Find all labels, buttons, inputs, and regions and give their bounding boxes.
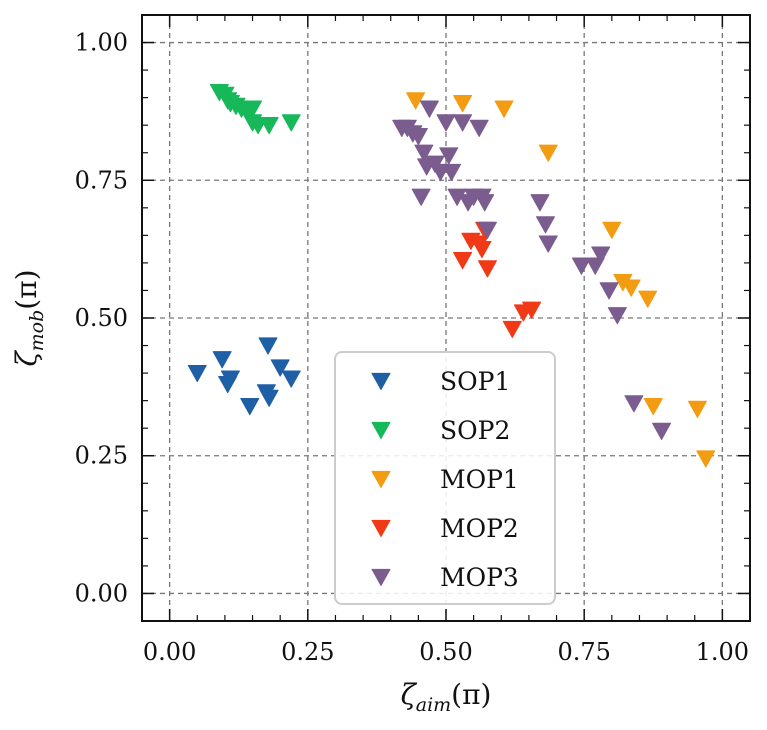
point-mop2	[472, 240, 492, 259]
point-mop3	[624, 395, 644, 413]
y-tick-labels: 0.00 0.25 0.50 0.75 1.00	[75, 29, 128, 608]
point-sop1	[212, 351, 232, 369]
point-sop1	[240, 397, 260, 416]
point-mop2	[522, 301, 542, 319]
point-sop2	[243, 100, 263, 118]
point-mop3	[599, 282, 619, 300]
point-mop1	[643, 397, 663, 416]
y-axis-label: ζmob(π)	[10, 269, 48, 366]
point-mop1	[494, 100, 514, 118]
y-tick-label: 1.00	[75, 29, 128, 57]
y-tick-label: 0.00	[75, 579, 128, 607]
legend-marker-sop2	[371, 421, 391, 440]
point-mop3	[411, 188, 431, 206]
legend-marker-mop3	[371, 568, 391, 587]
point-mop1	[696, 450, 716, 468]
point-mop1	[621, 279, 641, 297]
legend-label-mop2: MOP2	[440, 514, 519, 543]
point-mop1	[687, 400, 707, 418]
point-mop3	[469, 119, 489, 137]
point-sop1	[258, 337, 278, 355]
x-tick-label: 0.25	[281, 638, 334, 666]
point-mop3	[408, 128, 428, 146]
legend-label-sop1: SOP1	[440, 367, 510, 396]
x-tick-label: 0.50	[419, 638, 472, 666]
point-sop2	[259, 117, 279, 135]
legend-marker-mop2	[371, 519, 391, 538]
point-mop1	[453, 94, 473, 113]
legend-marker-sop1	[371, 372, 391, 391]
legend-marker-mop1	[371, 470, 391, 489]
point-mop3	[477, 221, 497, 239]
y-tick-label: 0.25	[75, 442, 128, 470]
point-mop3	[538, 235, 558, 253]
point-mop3	[439, 147, 459, 165]
legend-label-mop1: MOP1	[440, 465, 519, 494]
legend-label-sop2: SOP2	[440, 416, 510, 445]
axis-ticks	[142, 15, 750, 621]
legend-box	[334, 351, 556, 605]
point-mop3	[530, 194, 550, 212]
x-axis-label: ζaim(π)	[401, 678, 492, 716]
point-mop2	[477, 260, 497, 278]
point-mop3	[591, 246, 611, 264]
point-sop2	[281, 114, 301, 132]
legend: SOP1 SOP2 MOP1 MOP2 MOP3	[334, 351, 556, 605]
point-mop3	[442, 163, 462, 182]
point-mop3	[414, 144, 434, 162]
point-mop3	[419, 100, 439, 118]
point-mop2	[502, 320, 522, 339]
point-sop1	[281, 370, 301, 388]
y-tick-label: 0.50	[75, 304, 128, 332]
point-mop1	[638, 290, 658, 308]
point-mop1	[538, 144, 558, 162]
point-mop2	[453, 252, 473, 270]
point-mop3	[436, 114, 456, 132]
legend-label-mop3: MOP3	[440, 563, 519, 592]
point-mop3	[535, 216, 555, 234]
x-tick-label: 0.75	[557, 638, 610, 666]
point-sop1	[259, 389, 279, 407]
point-sop1	[187, 364, 207, 383]
point-mop3	[652, 422, 672, 440]
point-mop3	[571, 257, 591, 275]
data-points	[187, 83, 716, 468]
x-tick-labels: 0.00 0.25 0.50 0.75 1.00	[143, 638, 749, 666]
point-sop1	[270, 359, 290, 377]
y-tick-label: 0.75	[75, 166, 128, 194]
grid-lines	[142, 15, 750, 621]
x-tick-label: 1.00	[696, 638, 749, 666]
x-tick-label: 0.00	[143, 638, 196, 666]
point-mop3	[475, 194, 495, 212]
point-mop1	[602, 221, 622, 239]
point-mop3	[453, 114, 473, 132]
point-mop3	[607, 307, 627, 325]
point-sop1	[220, 370, 240, 388]
